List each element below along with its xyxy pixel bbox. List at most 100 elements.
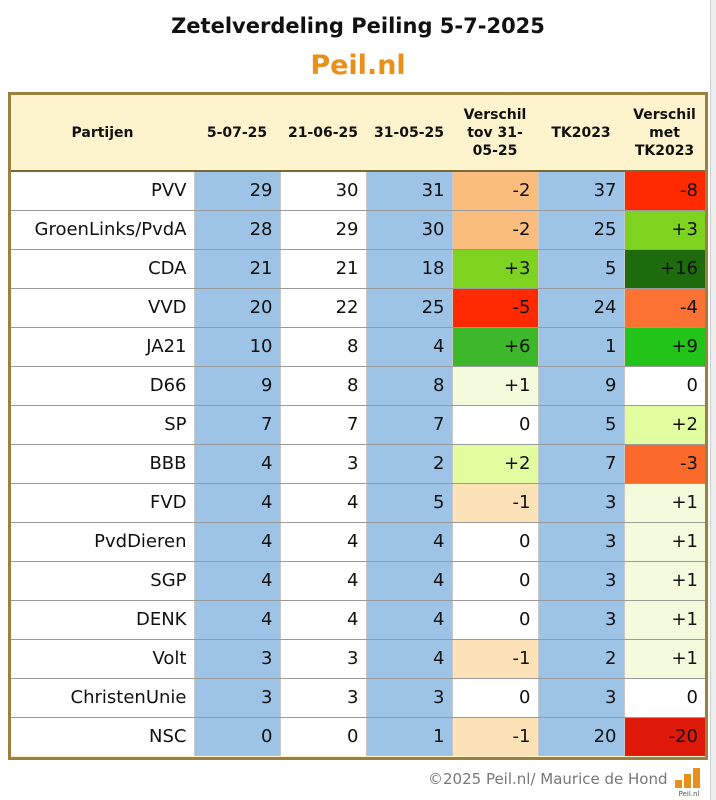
seat-cell: 4: [193, 483, 280, 523]
diff-tk2023-cell: -20: [623, 717, 705, 756]
diff-tk2023-cell: +1: [623, 561, 705, 601]
seat-cell: 29: [279, 210, 366, 250]
seat-cell: 4: [279, 561, 366, 601]
seat-cell: 3: [279, 639, 366, 679]
seat-cell: 8: [279, 366, 366, 406]
seat-cell: 0: [279, 717, 366, 756]
seat-cell: 20: [193, 288, 280, 328]
diff-tk2023-cell: -4: [623, 288, 705, 328]
table-row: JA21 10 8 4 +6 1 +9: [11, 327, 705, 367]
diff-tk2023-cell: +1: [623, 639, 705, 679]
seat-cell: 18: [365, 249, 452, 289]
table-row: DENK 4 4 4 0 3 +1: [11, 600, 705, 640]
party-name: NSC: [11, 717, 194, 756]
seat-cell: 3: [537, 522, 624, 562]
seat-cell: 2: [537, 639, 624, 679]
seat-cell: 21: [193, 249, 280, 289]
seat-cell: 1: [365, 717, 452, 756]
seat-cell: 25: [365, 288, 452, 328]
diff-previous-cell: 0: [451, 561, 538, 601]
table-row: BBB 4 3 2 +2 7 -3: [11, 444, 705, 484]
seat-cell: 5: [537, 249, 624, 289]
peil-logo-icon: Peil.nl: [672, 766, 706, 798]
column-header: Verschil tov 31-05-25: [452, 95, 538, 171]
seat-cell: 3: [365, 678, 452, 718]
table-row: PVV 29 30 31 -2 37 -8: [11, 171, 705, 211]
diff-previous-cell: +3: [451, 249, 538, 289]
table-row: ChristenUnie 3 3 3 0 3 0: [11, 678, 705, 718]
logo-text: Peil.nl: [678, 790, 700, 798]
seat-cell: 4: [365, 561, 452, 601]
header-row: Partijen 5-07-25 21-06-25 31-05-25 Verschil …: [11, 95, 705, 171]
diff-previous-cell: +6: [451, 327, 538, 367]
seat-cell: 31: [365, 171, 452, 211]
seat-cell: 4: [279, 522, 366, 562]
table-row: NSC 0 0 1 -1 20 -20: [11, 717, 705, 756]
table-body: PVV 29 30 31 -2 37 -8 GroenLinks/PvdA 28 29 30 -2 25…: [11, 171, 705, 756]
party-name: Volt: [11, 639, 194, 679]
seat-cell: 9: [193, 366, 280, 406]
seat-cell: 22: [279, 288, 366, 328]
party-name: SP: [11, 405, 194, 445]
seat-cell: 3: [537, 600, 624, 640]
diff-tk2023-cell: 0: [623, 366, 705, 406]
table-row: SGP 4 4 4 0 3 +1: [11, 561, 705, 601]
table-frame: Partijen 5-07-25 21-06-25 31-05-25 Verschil …: [8, 92, 708, 760]
column-header: Partijen: [11, 95, 194, 171]
party-name: SGP: [11, 561, 194, 601]
party-name: PVV: [11, 171, 194, 211]
party-name: ChristenUnie: [11, 678, 194, 718]
seat-cell: 0: [193, 717, 280, 756]
seat-cell: 3: [193, 678, 280, 718]
party-name: D66: [11, 366, 194, 406]
seat-cell: 10: [193, 327, 280, 367]
seat-cell: 4: [279, 483, 366, 523]
party-name: BBB: [11, 444, 194, 484]
table-row: GroenLinks/PvdA 28 29 30 -2 25 +3: [11, 210, 705, 250]
seat-cell: 5: [365, 483, 452, 523]
seat-cell: 3: [537, 483, 624, 523]
diff-previous-cell: -1: [451, 483, 538, 523]
diff-tk2023-cell: -8: [623, 171, 705, 211]
table-row: CDA 21 21 18 +3 5 +16: [11, 249, 705, 289]
diff-tk2023-cell: +16: [623, 249, 705, 289]
diff-previous-cell: +1: [451, 366, 538, 406]
seat-cell: 21: [279, 249, 366, 289]
seat-cell: 1: [537, 327, 624, 367]
seat-cell: 20: [537, 717, 624, 756]
column-header: TK2023: [538, 95, 624, 171]
seat-cell: 4: [193, 444, 280, 484]
seat-cell: 30: [279, 171, 366, 211]
seat-cell: 4: [365, 522, 452, 562]
diff-previous-cell: -5: [451, 288, 538, 328]
seat-cell: 4: [365, 600, 452, 640]
brand-name: Peil.nl: [310, 50, 406, 81]
seat-cell: 3: [537, 678, 624, 718]
diff-tk2023-cell: +2: [623, 405, 705, 445]
diff-tk2023-cell: +1: [623, 483, 705, 523]
seat-cell: 9: [537, 366, 624, 406]
seat-cell: 25: [537, 210, 624, 250]
seat-cell: 37: [537, 171, 624, 211]
seat-cell: 4: [365, 639, 452, 679]
table-row: D66 9 8 8 +1 9 0: [11, 366, 705, 406]
seat-cell: 7: [279, 405, 366, 445]
seat-cell: 8: [365, 366, 452, 406]
seat-cell: 5: [537, 405, 624, 445]
diff-previous-cell: 0: [451, 522, 538, 562]
seat-cell: 3: [193, 639, 280, 679]
diff-previous-cell: -2: [451, 171, 538, 211]
seat-cell: 28: [193, 210, 280, 250]
party-name: CDA: [11, 249, 194, 289]
diff-tk2023-cell: +9: [623, 327, 705, 367]
window-edge: [710, 0, 716, 800]
seat-cell: 3: [279, 678, 366, 718]
seat-cell: 4: [193, 600, 280, 640]
seat-cell: 4: [193, 522, 280, 562]
party-name: VVD: [11, 288, 194, 328]
diff-previous-cell: 0: [451, 405, 538, 445]
party-name: DENK: [11, 600, 194, 640]
seat-cell: 3: [537, 561, 624, 601]
column-header: 31-05-25: [366, 95, 452, 171]
column-header: 21-06-25: [280, 95, 366, 171]
